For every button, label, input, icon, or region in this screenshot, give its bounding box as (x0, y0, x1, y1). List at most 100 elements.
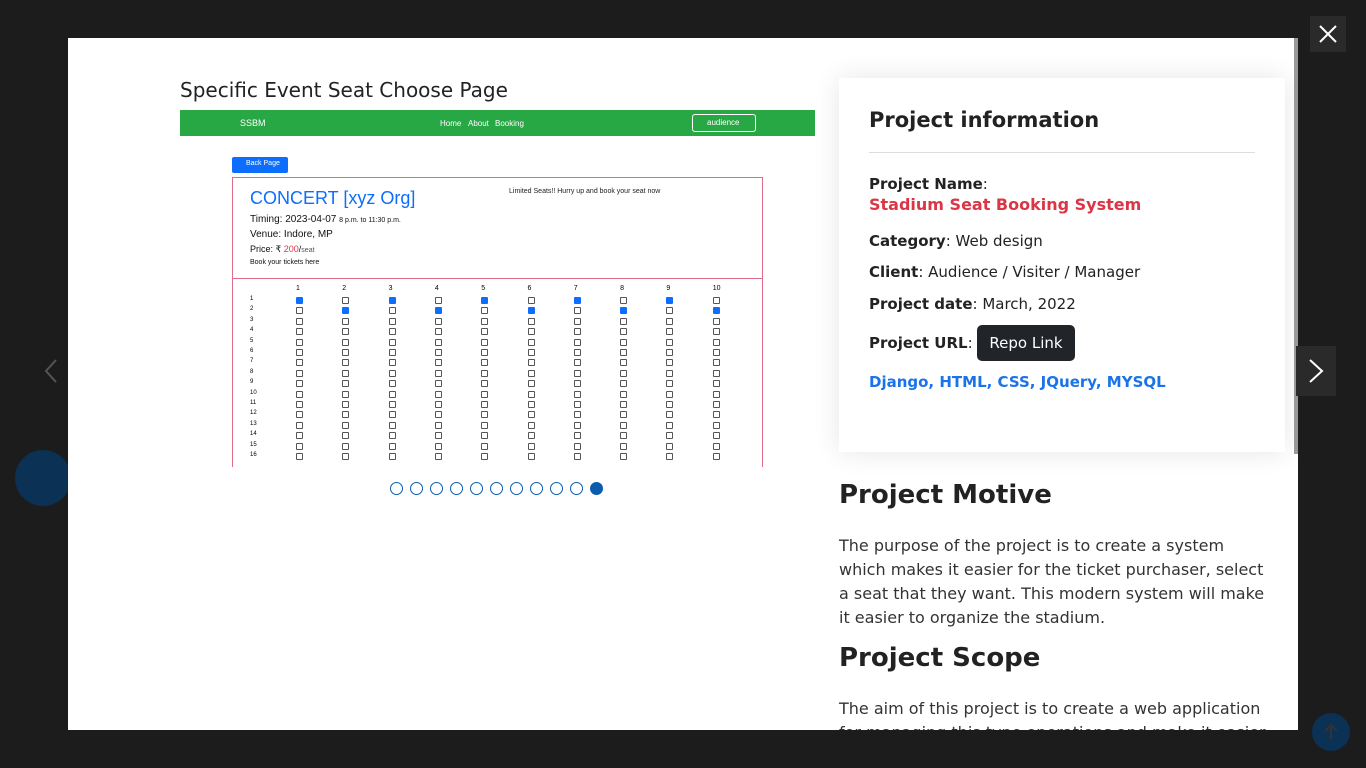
seat-checkbox[interactable] (666, 432, 674, 440)
seat-checkbox[interactable] (666, 317, 674, 325)
seat-checkbox[interactable] (666, 442, 674, 450)
seat-checkbox[interactable] (481, 359, 489, 367)
seat-checkbox[interactable] (527, 442, 535, 450)
seat-checkbox[interactable] (712, 359, 720, 367)
back-to-top[interactable] (1312, 713, 1350, 751)
seat-checkbox[interactable] (620, 453, 628, 460)
seat-checkbox[interactable] (666, 307, 674, 315)
seat-checkbox[interactable] (712, 317, 720, 325)
seat-checkbox[interactable] (712, 401, 720, 408)
seat-checkbox[interactable] (388, 338, 396, 346)
seat-checkbox[interactable] (296, 421, 303, 429)
seat-checkbox[interactable] (666, 328, 674, 336)
seat-checkbox[interactable] (712, 338, 720, 346)
seat-checkbox[interactable] (573, 338, 581, 346)
seat-checkbox[interactable] (296, 297, 303, 304)
seat-checkbox[interactable] (296, 442, 303, 450)
indicator[interactable] (390, 482, 403, 495)
seat-checkbox[interactable] (666, 349, 674, 356)
seat-checkbox[interactable] (527, 401, 535, 408)
seat-checkbox[interactable] (342, 432, 350, 440)
seat-checkbox[interactable] (527, 411, 535, 419)
seat-checkbox[interactable] (434, 411, 442, 419)
seat-checkbox[interactable] (481, 349, 489, 356)
seat-checkbox[interactable] (342, 369, 350, 377)
seat-checkbox[interactable] (573, 317, 581, 325)
seat-checkbox[interactable] (666, 453, 674, 460)
seat-checkbox[interactable] (296, 380, 303, 388)
seat-checkbox[interactable] (573, 442, 581, 450)
seat-checkbox[interactable] (666, 369, 674, 377)
seat-checkbox[interactable] (388, 453, 396, 460)
seat-checkbox[interactable] (666, 359, 674, 367)
indicator[interactable] (570, 482, 583, 495)
seat-checkbox[interactable] (666, 390, 674, 398)
seat-checkbox[interactable] (666, 338, 674, 346)
indicator[interactable] (450, 482, 463, 495)
seat-checkbox[interactable] (296, 401, 303, 408)
indicator[interactable] (430, 482, 443, 495)
seat-checkbox[interactable] (296, 349, 303, 356)
seat-checkbox[interactable] (434, 338, 442, 346)
seat-checkbox[interactable] (573, 328, 581, 336)
seat-checkbox[interactable] (296, 307, 303, 315)
seat-checkbox[interactable] (434, 380, 442, 388)
seat-checkbox[interactable] (712, 369, 720, 377)
seat-checkbox[interactable] (620, 442, 628, 450)
seat-checkbox[interactable] (342, 453, 350, 460)
seat-checkbox[interactable] (573, 421, 581, 429)
seat-checkbox[interactable] (573, 411, 581, 419)
seat-checkbox[interactable] (527, 317, 535, 325)
indicator[interactable] (470, 482, 483, 495)
seat-checkbox[interactable] (573, 401, 581, 408)
seat-checkbox[interactable] (712, 442, 720, 450)
seat-checkbox[interactable] (388, 411, 396, 419)
seat-checkbox[interactable] (434, 401, 442, 408)
repo-link[interactable]: Repo Link (977, 325, 1075, 361)
seat-checkbox[interactable] (296, 453, 303, 460)
seat-checkbox[interactable] (434, 359, 442, 367)
seat-checkbox[interactable] (527, 453, 535, 460)
seat-checkbox[interactable] (388, 317, 396, 325)
seat-checkbox[interactable] (481, 338, 489, 346)
seat-checkbox[interactable] (620, 328, 628, 336)
seat-checkbox[interactable] (342, 401, 350, 408)
seat-checkbox[interactable] (620, 432, 628, 440)
seat-checkbox[interactable] (342, 390, 350, 398)
seat-checkbox[interactable] (527, 390, 535, 398)
prev-button[interactable] (40, 356, 64, 386)
seat-checkbox[interactable] (712, 297, 720, 304)
seat-checkbox[interactable] (342, 349, 350, 356)
seat-checkbox[interactable] (712, 432, 720, 440)
seat-checkbox[interactable] (388, 432, 396, 440)
seat-checkbox[interactable] (434, 421, 442, 429)
seat-checkbox[interactable] (296, 359, 303, 367)
seat-checkbox[interactable] (620, 317, 628, 325)
seat-checkbox[interactable] (712, 349, 720, 356)
seat-checkbox[interactable] (434, 317, 442, 325)
seat-checkbox[interactable] (573, 390, 581, 398)
seat-checkbox[interactable] (620, 380, 628, 388)
seat-checkbox[interactable] (620, 401, 628, 408)
seat-checkbox[interactable] (712, 390, 720, 398)
seat-checkbox[interactable] (573, 380, 581, 388)
seat-checkbox[interactable] (296, 390, 303, 398)
seat-checkbox[interactable] (527, 380, 535, 388)
seat-checkbox[interactable] (620, 307, 628, 315)
seat-checkbox[interactable] (573, 349, 581, 356)
seat-checkbox[interactable] (481, 401, 489, 408)
seat-checkbox[interactable] (527, 369, 535, 377)
seat-checkbox[interactable] (527, 307, 535, 315)
seat-checkbox[interactable] (527, 297, 535, 304)
seat-checkbox[interactable] (434, 297, 442, 304)
seat-checkbox[interactable] (388, 380, 396, 388)
seat-checkbox[interactable] (712, 421, 720, 429)
seat-checkbox[interactable] (434, 307, 442, 315)
seat-checkbox[interactable] (573, 453, 581, 460)
seat-checkbox[interactable] (388, 369, 396, 377)
indicator[interactable] (530, 482, 543, 495)
seat-checkbox[interactable] (342, 317, 350, 325)
seat-checkbox[interactable] (434, 328, 442, 336)
seat-checkbox[interactable] (620, 411, 628, 419)
seat-checkbox[interactable] (481, 453, 489, 460)
